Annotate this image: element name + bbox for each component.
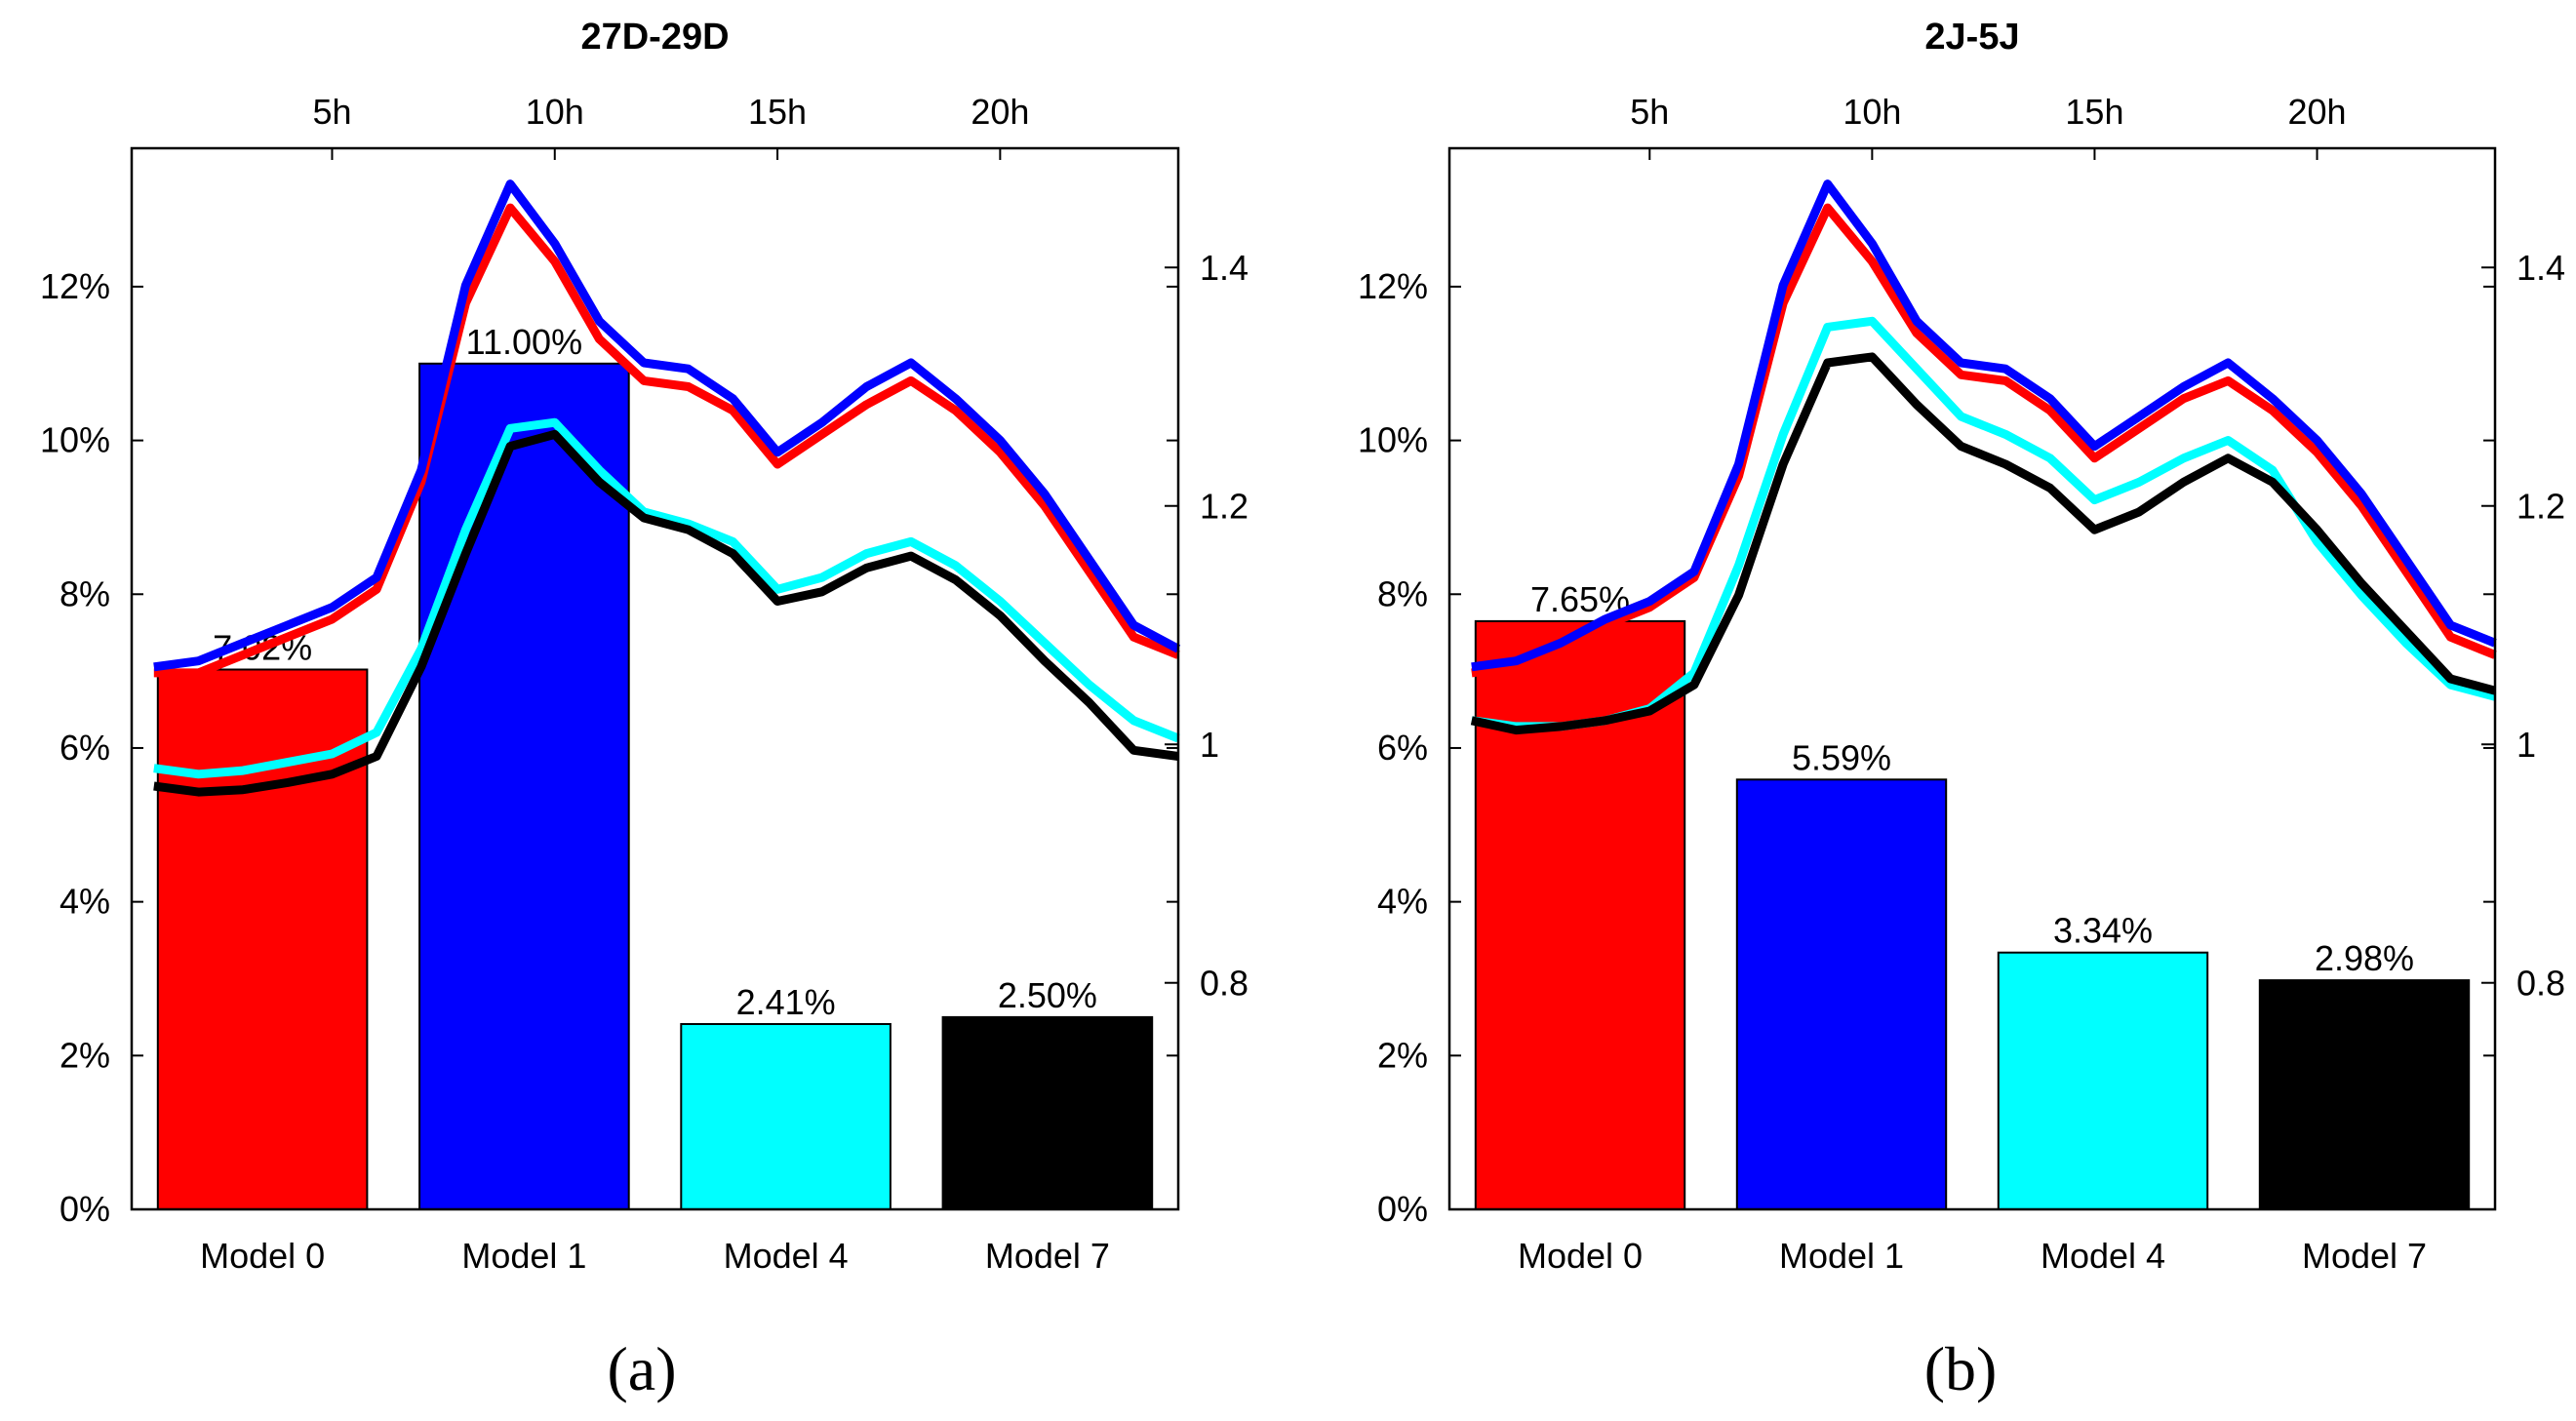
- x-tick-label: Model 1: [461, 1236, 586, 1276]
- y-tick-label-left: 2%: [59, 1035, 110, 1075]
- x-tick-label-top: 5h: [312, 92, 351, 132]
- bar-value-label: 3.34%: [2053, 911, 2153, 951]
- axes-box: [130, 146, 1180, 1211]
- line-model-7: [153, 429, 1179, 797]
- x-tick-label: Model 7: [985, 1236, 1110, 1276]
- x-tick-label-top: 20h: [2287, 92, 2346, 132]
- line-model-1: [1471, 179, 2497, 672]
- bar-model-0: [156, 668, 369, 1210]
- x-tick-label: Model 7: [2302, 1236, 2427, 1276]
- chart-panel-b: 7.65%Model 05.59%Model 13.34%Model 42.98…: [1358, 17, 2565, 1403]
- x-tick-label: Model 1: [1779, 1236, 1904, 1276]
- x-tick-label-top: 15h: [748, 92, 807, 132]
- y-tick-label-right: 1.4: [2517, 248, 2565, 288]
- y-tick-label-right: 1.2: [2517, 487, 2565, 527]
- bar-model-7: [941, 1015, 1154, 1211]
- line-model-7: [1470, 352, 2497, 735]
- bar-model-1: [1735, 778, 1948, 1210]
- y-tick-label-left: 10%: [1358, 420, 1428, 460]
- panel-title: 27D-29D: [580, 17, 729, 58]
- y-tick-label-left: 12%: [1358, 266, 1428, 306]
- x-tick-label: Model 4: [2041, 1236, 2165, 1276]
- y-tick-label-right: 1.4: [1200, 248, 1248, 288]
- line-model-4: [153, 417, 1180, 779]
- y-tick-label-left: 2%: [1377, 1035, 1428, 1075]
- x-tick-label-top: 5h: [1630, 92, 1669, 132]
- y-tick-label-left: 4%: [59, 882, 110, 922]
- bar-value-label: 5.59%: [1792, 737, 1891, 777]
- y-tick-label-left: 6%: [1377, 728, 1428, 768]
- bar-value-label: 2.41%: [736, 982, 836, 1022]
- y-tick-label-left: 8%: [59, 573, 110, 613]
- x-tick-label-top: 10h: [526, 92, 584, 132]
- y-tick-label-right: 0.8: [2517, 964, 2565, 1004]
- x-tick-label: Model 0: [1518, 1236, 1643, 1276]
- bar-model-1: [418, 362, 630, 1210]
- bar-value-label: 2.98%: [2315, 938, 2414, 978]
- y-tick-label-left: 12%: [40, 266, 110, 306]
- line-model-0: [153, 203, 1180, 678]
- x-tick-label: Model 4: [724, 1236, 849, 1276]
- y-tick-label-right: 0.8: [1200, 964, 1248, 1004]
- y-tick-label-right: 1: [2517, 725, 2536, 765]
- y-tick-label-left: 8%: [1377, 573, 1428, 613]
- bar-model-7: [2258, 979, 2471, 1210]
- y-tick-label-left: 6%: [59, 728, 110, 768]
- bar-model-4: [1997, 951, 2209, 1210]
- line-model-0: [1471, 203, 2497, 678]
- x-tick-label: Model 0: [200, 1236, 325, 1276]
- y-tick-label-right: 1: [1200, 725, 1219, 765]
- x-tick-label-top: 20h: [971, 92, 1029, 132]
- bar-model-4: [680, 1023, 892, 1210]
- y-tick-label-right: 1.2: [1200, 487, 1248, 527]
- bar-value-label: 2.50%: [998, 975, 1097, 1015]
- bar-model-0: [1474, 619, 1686, 1210]
- y-tick-label-left: 0%: [59, 1189, 110, 1229]
- x-tick-label-top: 15h: [2065, 92, 2123, 132]
- panel-label: (a): [607, 1334, 676, 1403]
- y-tick-label-left: 10%: [40, 420, 110, 460]
- panel-label: (b): [1924, 1334, 1998, 1403]
- bar-value-label: 11.00%: [466, 322, 582, 362]
- x-tick-label-top: 10h: [1843, 92, 1901, 132]
- panel-title: 2J-5J: [1924, 17, 2019, 58]
- y-tick-label-left: 4%: [1377, 882, 1428, 922]
- line-model-1: [153, 179, 1181, 672]
- axes-box: [1447, 146, 2497, 1211]
- y-tick-label-left: 0%: [1377, 1189, 1428, 1229]
- chart-panel-a: 7.02%Model 011.00%Model 12.41%Model 42.5…: [40, 17, 1248, 1403]
